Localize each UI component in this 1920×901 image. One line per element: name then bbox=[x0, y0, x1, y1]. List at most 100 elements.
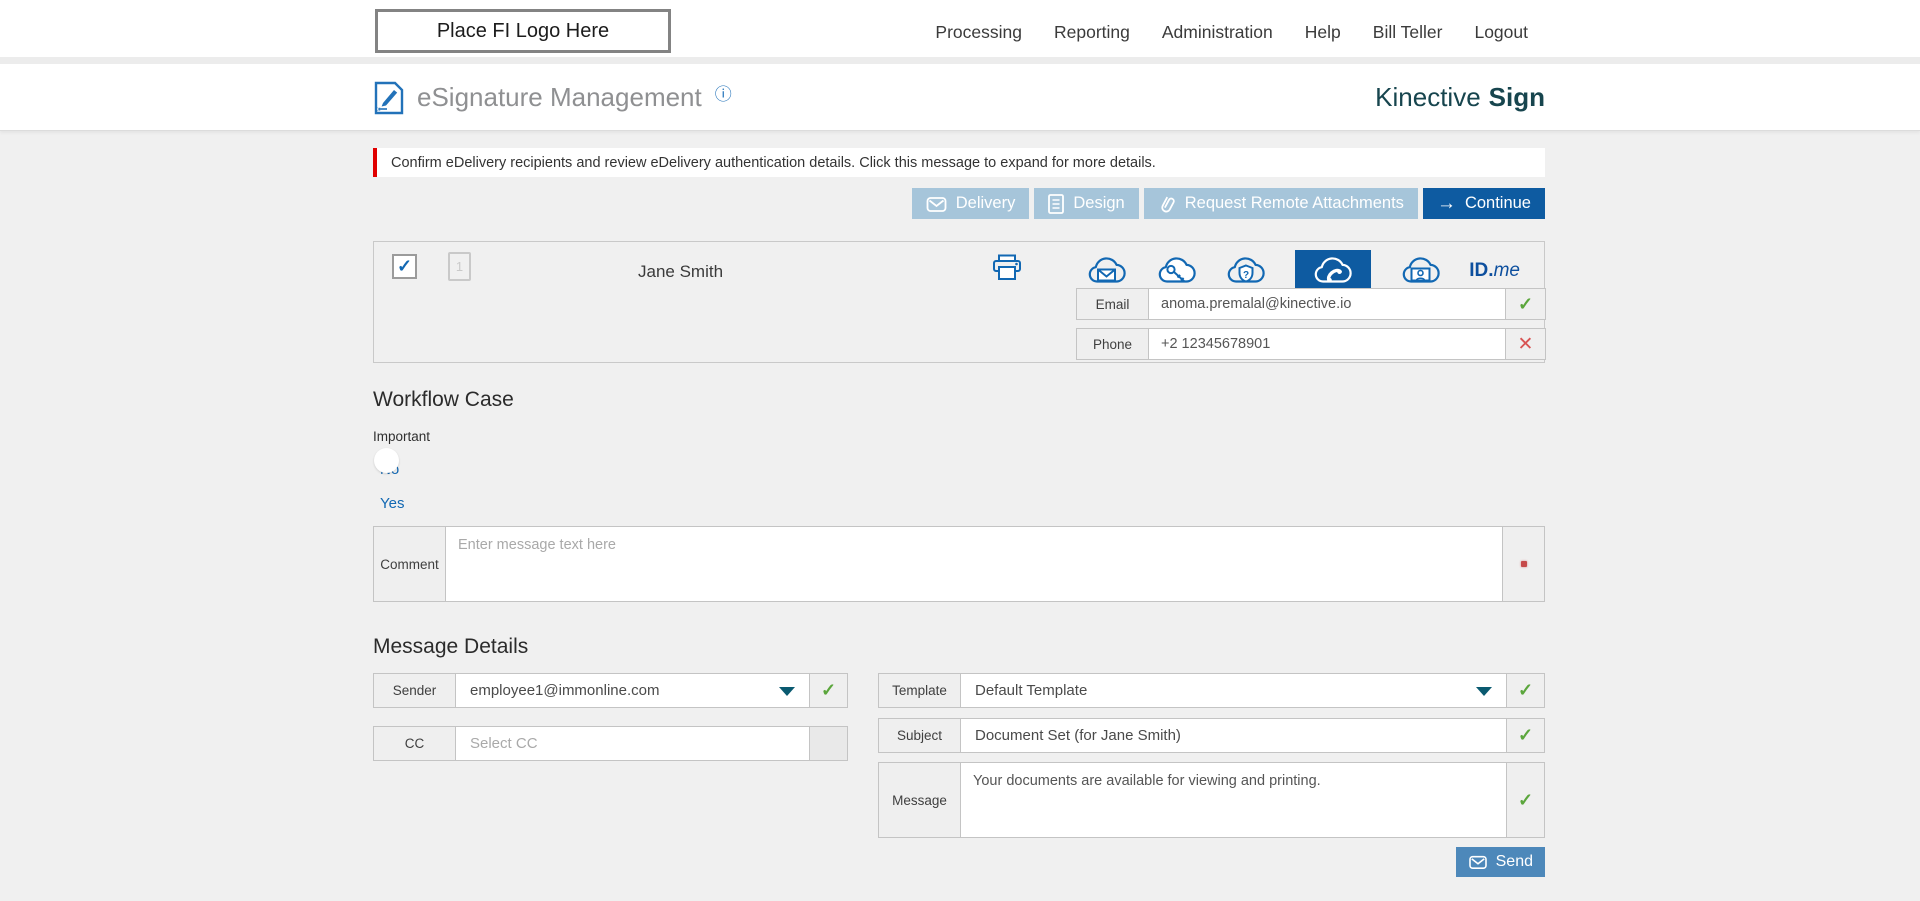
design-button-label: Design bbox=[1073, 194, 1125, 212]
email-row: Email ✓ bbox=[1076, 288, 1546, 320]
svg-text:x: x bbox=[377, 106, 381, 113]
main-nav: Processing Reporting Administration Help… bbox=[935, 0, 1528, 57]
valid-check-icon: ✓ bbox=[1517, 725, 1534, 745]
template-dropdown-arrow-icon[interactable] bbox=[1476, 687, 1492, 696]
valid-check-icon: ✓ bbox=[1517, 789, 1534, 810]
document-count-icon: 1 bbox=[448, 252, 471, 281]
cloud-question-auth-icon[interactable]: ? bbox=[1225, 256, 1266, 286]
request-remote-attachments-label: Request Remote Attachments bbox=[1184, 194, 1404, 212]
idme-logo-italic: me bbox=[1493, 260, 1520, 281]
fi-logo-text: Place FI Logo Here bbox=[436, 19, 610, 42]
message-textarea[interactable]: Your documents are available for viewing… bbox=[961, 763, 1506, 837]
cloud-key-auth-icon[interactable] bbox=[1156, 256, 1197, 286]
design-document-icon bbox=[1048, 193, 1065, 214]
comment-required-cell bbox=[1502, 527, 1544, 601]
phone-status-cell: ✕ bbox=[1505, 329, 1545, 359]
cloud-id-card-auth-icon[interactable] bbox=[1400, 256, 1441, 286]
template-row: Template ✓ bbox=[878, 673, 1545, 708]
brand-name: Kinective bbox=[1375, 82, 1481, 112]
send-envelope-icon bbox=[1468, 854, 1488, 870]
sender-label: Sender bbox=[374, 674, 456, 707]
phone-label: Phone bbox=[1077, 329, 1149, 359]
info-icon[interactable]: ⓘ bbox=[714, 85, 732, 104]
sender-status-cell: ✓ bbox=[809, 674, 847, 707]
divider-strip bbox=[0, 57, 1920, 64]
nav-item-logout[interactable]: Logout bbox=[1474, 22, 1528, 42]
paperclip-icon bbox=[1158, 194, 1176, 214]
brand-product: Sign bbox=[1488, 82, 1545, 112]
page-title: eSignature Management bbox=[417, 82, 702, 112]
esignature-document-pen-icon: x bbox=[374, 81, 404, 115]
authentication-method-row: ? bbox=[1086, 250, 1520, 292]
delivery-button-label: Delivery bbox=[955, 194, 1016, 212]
continue-button[interactable]: → Continue bbox=[1422, 188, 1545, 219]
design-button[interactable]: Design bbox=[1034, 188, 1139, 219]
recipient-name: Jane Smith bbox=[638, 262, 724, 281]
cc-input[interactable] bbox=[456, 727, 809, 760]
important-radio-group: No Yes bbox=[373, 448, 1545, 520]
cc-status-cell bbox=[809, 727, 847, 760]
request-remote-attachments-button[interactable]: Request Remote Attachments bbox=[1143, 188, 1418, 219]
delivery-button[interactable]: Delivery bbox=[911, 188, 1030, 219]
email-label: Email bbox=[1077, 289, 1149, 319]
email-status-cell: ✓ bbox=[1505, 289, 1545, 319]
comment-textarea[interactable] bbox=[446, 527, 1502, 601]
valid-check-icon: ✓ bbox=[1517, 680, 1534, 700]
svg-text:?: ? bbox=[1243, 270, 1249, 281]
cloud-email-auth-icon[interactable] bbox=[1086, 256, 1127, 286]
top-bar: Place FI Logo Here Processing Reporting … bbox=[0, 0, 1920, 57]
fi-logo-placeholder: Place FI Logo Here bbox=[375, 9, 671, 53]
phone-input[interactable] bbox=[1149, 329, 1505, 359]
message-details-form: Sender ✓ CC bbox=[373, 673, 1545, 877]
valid-check-icon: ✓ bbox=[1517, 293, 1534, 314]
important-field-label: Important bbox=[373, 429, 431, 444]
message-details-title: Message Details bbox=[373, 635, 529, 658]
subject-input[interactable] bbox=[961, 719, 1506, 752]
phone-row: Phone ✕ bbox=[1076, 328, 1546, 360]
message-status-cell: ✓ bbox=[1506, 763, 1544, 837]
radio-knob-overlay[interactable] bbox=[374, 448, 399, 473]
send-button-label: Send bbox=[1495, 853, 1533, 870]
template-label: Template bbox=[879, 674, 961, 707]
nav-item-administration[interactable]: Administration bbox=[1161, 22, 1273, 42]
send-button[interactable]: Send bbox=[1455, 847, 1545, 877]
action-toolbar: Delivery Design bbox=[373, 188, 1545, 219]
idme-auth-option[interactable]: ID.me bbox=[1469, 260, 1520, 282]
recipient-checkbox[interactable]: ✓ bbox=[392, 254, 417, 279]
nav-item-user[interactable]: Bill Teller bbox=[1372, 22, 1443, 42]
subject-row: Subject ✓ bbox=[878, 718, 1545, 753]
comment-row: Comment bbox=[373, 526, 1545, 602]
cc-row: CC bbox=[373, 726, 848, 761]
email-input[interactable] bbox=[1149, 289, 1505, 319]
valid-check-icon: ✓ bbox=[820, 680, 837, 700]
template-select[interactable] bbox=[961, 674, 1506, 707]
delivery-envelope-icon bbox=[926, 195, 947, 213]
template-status-cell: ✓ bbox=[1506, 674, 1544, 707]
arrow-right-icon: → bbox=[1436, 193, 1456, 214]
printer-icon[interactable] bbox=[992, 254, 1022, 281]
sender-row: Sender ✓ bbox=[373, 673, 848, 708]
recipient-card: ✓ 1 Jane Smith bbox=[373, 241, 1546, 363]
required-indicator bbox=[1520, 561, 1527, 567]
document-count: 1 bbox=[455, 259, 464, 274]
subject-label: Subject bbox=[879, 719, 961, 752]
idme-logo-bold: ID. bbox=[1469, 260, 1494, 281]
nav-item-help[interactable]: Help bbox=[1304, 22, 1341, 42]
message-label: Message bbox=[879, 763, 961, 837]
page-body: Confirm eDelivery recipients and review … bbox=[0, 131, 1920, 901]
edelivery-confirm-banner[interactable]: Confirm eDelivery recipients and review … bbox=[373, 148, 1545, 177]
cc-label: CC bbox=[374, 727, 456, 760]
message-row: Message Your documents are available for… bbox=[878, 762, 1545, 838]
checkbox-check-icon: ✓ bbox=[396, 256, 413, 276]
comment-label: Comment bbox=[374, 527, 446, 601]
invalid-cross-icon: ✕ bbox=[1517, 333, 1534, 355]
nav-item-reporting[interactable]: Reporting bbox=[1053, 22, 1130, 42]
nav-item-processing[interactable]: Processing bbox=[935, 22, 1022, 42]
subject-status-cell: ✓ bbox=[1506, 719, 1544, 752]
cloud-phone-auth-icon-selected[interactable] bbox=[1294, 250, 1371, 292]
workflow-case-title: Workflow Case bbox=[373, 388, 514, 411]
page-header: x eSignature Management ⓘ Kinective Sign bbox=[0, 64, 1920, 131]
important-option-yes[interactable]: Yes bbox=[380, 495, 405, 512]
sender-dropdown-arrow-icon[interactable] bbox=[779, 687, 795, 696]
sender-select[interactable] bbox=[456, 674, 809, 707]
